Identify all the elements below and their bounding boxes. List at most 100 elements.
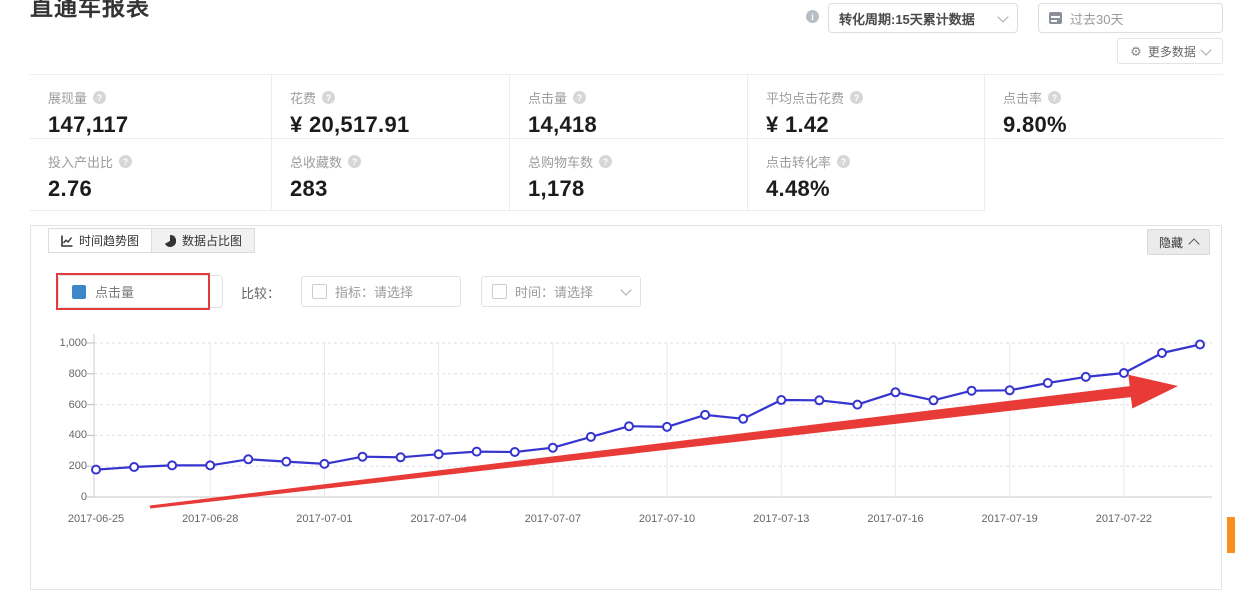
data-point[interactable] bbox=[700, 409, 711, 420]
kpi-value: 1,178 bbox=[528, 176, 585, 201]
help-icon[interactable]: ? bbox=[1048, 91, 1062, 104]
chevron-down-icon bbox=[1200, 43, 1212, 56]
metric-placeholder: 指标：请选择 bbox=[335, 285, 414, 300]
data-point[interactable] bbox=[966, 385, 977, 396]
help-icon[interactable]: ? bbox=[322, 91, 336, 104]
kpi-grid: 展现量? 147,117 花费? ¥ 20,517.91 点击量? 14,418… bbox=[30, 74, 1223, 211]
kpi-label: 投入产出比 bbox=[48, 155, 114, 170]
kpi-card-favorites: 总收藏数? 283 bbox=[272, 139, 510, 211]
help-icon[interactable]: ? bbox=[348, 155, 362, 168]
chevron-down-icon bbox=[997, 10, 1009, 23]
date-range-picker[interactable]: 过去30天 bbox=[1038, 3, 1223, 33]
tab-time-trend[interactable]: 时间趋势图 bbox=[48, 228, 153, 253]
y-axis-label: 1,000 bbox=[59, 337, 87, 349]
data-point[interactable] bbox=[662, 421, 672, 432]
data-point[interactable] bbox=[395, 452, 406, 463]
floating-widget-edge[interactable] bbox=[1227, 517, 1235, 553]
kpi-value: 2.76 bbox=[48, 176, 93, 201]
series-legend-selector[interactable]: 点击量 bbox=[58, 275, 223, 308]
data-point[interactable] bbox=[928, 395, 939, 406]
data-point[interactable] bbox=[509, 447, 520, 457]
data-point[interactable] bbox=[243, 454, 254, 465]
kpi-card-conversion-rate: 点击转化率? 4.48% bbox=[748, 139, 985, 211]
kpi-card-roi: 投入产出比? 2.76 bbox=[30, 139, 272, 211]
data-point[interactable] bbox=[814, 395, 825, 406]
help-icon[interactable]: ? bbox=[93, 91, 107, 104]
x-axis-label: 2017-07-19 bbox=[981, 513, 1038, 525]
data-point[interactable] bbox=[624, 421, 634, 432]
x-axis-label: 2017-07-04 bbox=[410, 513, 467, 525]
compare-time-select[interactable]: 时间：请选择 bbox=[481, 276, 641, 307]
kpi-label: 总收藏数 bbox=[290, 155, 343, 170]
data-point[interactable] bbox=[776, 395, 787, 405]
kpi-row-2: 投入产出比? 2.76 总收藏数? 283 总购物车数? 1,178 点击转化率… bbox=[30, 139, 1223, 211]
help-icon[interactable]: ? bbox=[599, 155, 613, 168]
hide-label: 隐藏 bbox=[1158, 235, 1183, 250]
kpi-label: 花费 bbox=[290, 91, 317, 106]
conversion-period-label: 转化周期:15天累计数据 bbox=[839, 11, 975, 27]
pie-chart-icon bbox=[164, 234, 177, 247]
ztc-report-page: { "page": { "title": "直通车报表" }, "header"… bbox=[30, 0, 1235, 590]
clicks-trend-line bbox=[95, 343, 1201, 471]
x-axis-label: 2017-07-10 bbox=[638, 513, 696, 525]
data-point[interactable] bbox=[167, 460, 178, 471]
kpi-label: 点击转化率 bbox=[766, 155, 832, 170]
data-point[interactable] bbox=[129, 462, 140, 472]
metric-checkbox[interactable] bbox=[312, 284, 327, 299]
more-data-label: 更多数据 bbox=[1147, 44, 1196, 59]
data-point[interactable] bbox=[281, 456, 292, 467]
data-point[interactable] bbox=[890, 387, 901, 398]
kpi-label: 点击量 bbox=[528, 91, 568, 106]
y-axis-label: 200 bbox=[68, 460, 87, 473]
kpi-value: 147,117 bbox=[48, 112, 129, 137]
conversion-period-select[interactable]: 转化周期:15天累计数据 bbox=[828, 3, 1018, 33]
kpi-value: 283 bbox=[290, 176, 328, 201]
data-point[interactable] bbox=[471, 446, 482, 457]
kpi-label: 展现量 bbox=[48, 91, 88, 106]
hide-chart-button[interactable]: 隐藏 bbox=[1146, 229, 1210, 255]
data-point[interactable] bbox=[319, 458, 330, 469]
gear-icon: ⚙ bbox=[1130, 43, 1142, 59]
kpi-card-cost: 花费? ¥ 20,517.91 bbox=[272, 75, 510, 139]
data-point[interactable] bbox=[1004, 385, 1015, 396]
data-point[interactable] bbox=[1157, 348, 1167, 358]
x-axis-label: 2017-06-25 bbox=[67, 513, 125, 525]
data-point[interactable] bbox=[1195, 339, 1205, 350]
y-axis-label: 800 bbox=[68, 367, 87, 380]
tab-label: 时间趋势图 bbox=[79, 234, 140, 248]
data-point[interactable] bbox=[1042, 378, 1053, 388]
compare-label: 比较： bbox=[241, 286, 281, 301]
line-chart-icon bbox=[61, 235, 73, 247]
help-icon[interactable]: ? bbox=[850, 91, 864, 104]
y-axis-label: 600 bbox=[68, 398, 87, 411]
help-icon[interactable]: ? bbox=[837, 155, 851, 168]
data-point[interactable] bbox=[547, 442, 558, 453]
time-checkbox[interactable] bbox=[492, 284, 507, 299]
data-point[interactable] bbox=[852, 399, 863, 410]
calendar-icon bbox=[1049, 12, 1062, 24]
kpi-value: 14,418 bbox=[528, 112, 598, 137]
data-point[interactable] bbox=[205, 460, 216, 471]
data-point[interactable] bbox=[1080, 371, 1091, 382]
more-data-button[interactable]: ⚙ 更多数据 bbox=[1117, 38, 1223, 64]
data-point[interactable] bbox=[91, 464, 101, 475]
tab-data-proportion[interactable]: 数据占比图 bbox=[151, 228, 256, 253]
help-icon[interactable]: ? bbox=[573, 91, 587, 104]
kpi-card-avg-click-cost: 平均点击花费? ¥ 1.42 bbox=[748, 75, 985, 139]
kpi-label: 点击率 bbox=[1003, 91, 1043, 106]
data-point[interactable] bbox=[585, 431, 596, 442]
data-point[interactable] bbox=[357, 451, 368, 462]
info-icon[interactable]: i bbox=[806, 10, 819, 23]
data-point[interactable] bbox=[738, 413, 749, 424]
series-legend-label: 点击量 bbox=[95, 285, 135, 300]
kpi-card-clicks: 点击量? 14,418 bbox=[510, 75, 748, 139]
kpi-value: 9.80% bbox=[1003, 112, 1067, 137]
data-point[interactable] bbox=[1118, 368, 1129, 378]
kpi-value: ¥ 1.42 bbox=[766, 112, 829, 137]
data-point[interactable] bbox=[433, 449, 444, 460]
compare-metric-select[interactable]: 指标：请选择 bbox=[301, 276, 461, 307]
kpi-row-1: 展现量? 147,117 花费? ¥ 20,517.91 点击量? 14,418… bbox=[30, 75, 1223, 139]
help-icon[interactable]: ? bbox=[119, 155, 133, 168]
y-axis-label: 400 bbox=[68, 429, 87, 442]
kpi-label: 平均点击花费 bbox=[766, 91, 845, 106]
